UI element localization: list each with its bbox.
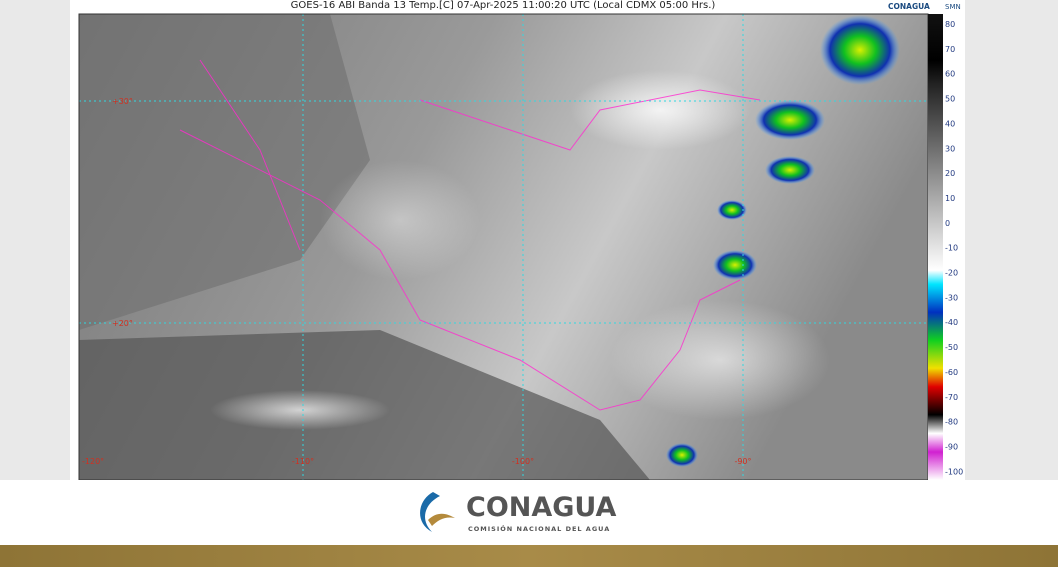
colorbar-label: 40 (945, 119, 955, 128)
cloud (320, 160, 480, 280)
brand: CONAGUA (466, 492, 617, 523)
colorbar-label: 60 (945, 70, 955, 79)
latitude-label: +30° (112, 97, 133, 106)
footer: CONAGUA COMISIÓN NACIONAL DEL AGUA (0, 480, 1058, 545)
colorbar-label: -100 (945, 467, 963, 476)
colorbar-label: 80 (945, 20, 955, 29)
longitude-label: -90° (734, 457, 751, 466)
colorbar-label: -70 (945, 393, 958, 402)
colorbar-label: 0 (945, 219, 950, 228)
logo-right: SMN (945, 3, 961, 11)
border (179, 59, 761, 411)
cloud (610, 300, 830, 420)
colorbar-label: -40 (945, 318, 958, 327)
satellite-view: GOES-16 ABI Banda 13 Temp.[C] 07-Apr-202… (78, 0, 963, 480)
colorbar-label: -20 (945, 269, 958, 278)
footer-logo: CONAGUA COMISIÓN NACIONAL DEL AGUA (420, 492, 617, 533)
storm-cell (713, 250, 757, 280)
colorbar-label: -90 (945, 442, 958, 451)
colorbar-label: 70 (945, 45, 955, 54)
storm-cell (666, 443, 698, 467)
logo-mark (428, 513, 455, 526)
storm-cell (755, 100, 825, 140)
colorbar-label: 20 (945, 169, 955, 178)
latitude-label: +20° (112, 319, 133, 328)
ocean (79, 14, 370, 330)
title: GOES-16 ABI Banda 13 Temp.[C] 07-Apr-202… (291, 0, 716, 11)
storm-cell (717, 200, 747, 220)
graticule (79, 14, 928, 480)
brand-subtitle: COMISIÓN NACIONAL DEL AGUA (468, 524, 610, 533)
colorbar (928, 14, 943, 480)
cloud (210, 390, 390, 430)
storm-cell (765, 156, 815, 184)
colorbar-label: 50 (945, 95, 955, 104)
colorbar-label: 10 (945, 194, 955, 203)
logo-mark (420, 492, 440, 532)
bottom-band (0, 545, 1058, 567)
cloud (570, 70, 750, 150)
colorbar-label: -50 (945, 343, 958, 352)
colorbar-label: -10 (945, 244, 958, 253)
longitude-label: -110° (292, 457, 314, 466)
colorbar-label: -60 (945, 368, 958, 377)
longitude-label: -120° (82, 457, 104, 466)
colorbar-label: 30 (945, 144, 955, 153)
storm-cell (820, 15, 900, 85)
colorbar-label: -80 (945, 418, 958, 427)
colorbar-label: -30 (945, 293, 958, 302)
logo-left: CONAGUA (888, 2, 930, 11)
longitude-label: -100° (512, 457, 534, 466)
